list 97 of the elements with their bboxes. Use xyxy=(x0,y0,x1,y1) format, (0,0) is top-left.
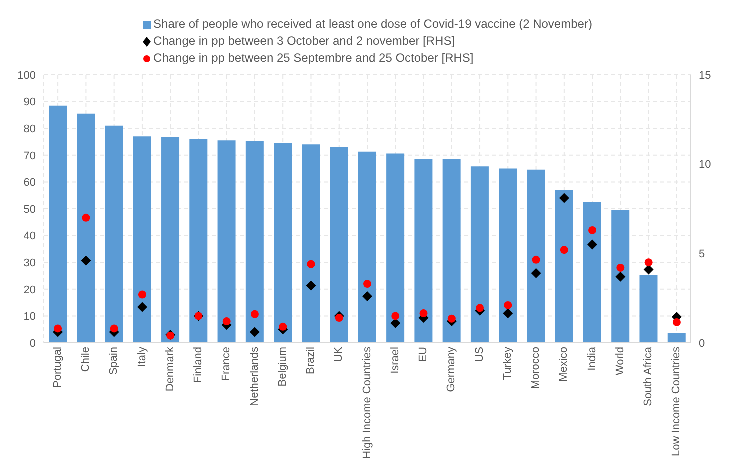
y-tick-label: 0 xyxy=(30,338,36,350)
x-tick-label: US xyxy=(474,347,486,362)
y2-tick-label: 15 xyxy=(699,70,712,82)
point xyxy=(560,246,568,254)
legend-label: Change in pp between 25 Septembre and 25 October [RHS] xyxy=(154,50,474,67)
y-tick-label: 80 xyxy=(24,124,36,136)
x-tick-label: Denmark xyxy=(164,346,176,392)
y-tick-label: 30 xyxy=(24,258,36,270)
point xyxy=(616,264,625,272)
x-tick-label: World xyxy=(614,347,626,376)
bar xyxy=(330,147,348,343)
point xyxy=(137,302,148,312)
point xyxy=(531,268,542,278)
x-tick-label: EU xyxy=(418,346,430,362)
point xyxy=(392,312,400,320)
bar xyxy=(499,168,518,343)
bar xyxy=(77,114,96,343)
x-tick-label: Belgium xyxy=(276,347,289,387)
point xyxy=(110,324,118,333)
point xyxy=(335,314,344,322)
point xyxy=(532,256,540,264)
point xyxy=(82,214,90,222)
point xyxy=(588,240,598,250)
bar xyxy=(527,170,546,343)
bar xyxy=(386,154,405,343)
x-tick-label: Mexico xyxy=(558,347,570,382)
x-tick-label: Germany xyxy=(446,346,458,392)
bar xyxy=(49,106,67,343)
y-tick-label: 20 xyxy=(24,284,36,296)
bar xyxy=(583,202,602,343)
bar xyxy=(190,139,208,343)
x-tick-label: France xyxy=(220,347,233,382)
bar xyxy=(105,126,124,343)
bar xyxy=(358,152,376,343)
y-tick-label: 40 xyxy=(24,230,36,243)
point xyxy=(250,310,259,318)
point xyxy=(476,304,484,312)
bar xyxy=(668,333,686,343)
y-tick-label: 10 xyxy=(24,311,36,324)
point xyxy=(362,292,372,302)
y-tick-label: 60 xyxy=(24,177,36,190)
point xyxy=(644,264,654,275)
x-tick-label: High Income Countries xyxy=(361,346,374,459)
x-tick-label: Turkey xyxy=(502,346,514,380)
bar xyxy=(640,275,658,343)
x-tick-label: India xyxy=(586,346,598,371)
legend-label: Change in pp between 3 October and 2 november [RHS] xyxy=(154,33,456,50)
x-tick-label: Spain xyxy=(108,347,120,376)
bar xyxy=(274,143,292,343)
point xyxy=(616,272,626,282)
x-tick-label: Low Income Countries xyxy=(670,346,683,456)
x-tick-label: UK xyxy=(333,346,346,362)
x-tick-label: Finland xyxy=(192,347,205,384)
legend-label: Share of people who received at least one dose of Covid-19 vaccine (2 November) xyxy=(154,16,592,33)
bar xyxy=(470,166,489,343)
point xyxy=(307,260,316,268)
x-tick-label: Netherlands xyxy=(248,346,261,406)
point xyxy=(250,327,260,338)
point xyxy=(672,318,681,326)
bar xyxy=(162,137,180,343)
x-tick-label: Portugal xyxy=(52,347,64,388)
point xyxy=(559,193,570,204)
y2-tick-label: 0 xyxy=(699,338,706,350)
x-tick-label: Chile xyxy=(80,347,92,372)
y2-tick-label: 10 xyxy=(699,159,712,172)
point xyxy=(588,226,597,234)
point xyxy=(390,318,401,328)
bar xyxy=(555,190,574,343)
point xyxy=(503,308,514,319)
bar xyxy=(414,159,433,343)
y-tick-label: 50 xyxy=(24,204,36,216)
point xyxy=(222,318,231,326)
y-tick-label: 90 xyxy=(24,96,36,109)
point xyxy=(504,301,512,310)
y2-tick-label: 5 xyxy=(699,248,706,261)
y-tick-label: 100 xyxy=(18,70,36,82)
point xyxy=(644,258,653,267)
x-tick-label: Morocco xyxy=(530,347,542,390)
bar xyxy=(133,136,152,343)
point xyxy=(306,280,316,291)
y-tick-label: 70 xyxy=(24,150,36,162)
point xyxy=(364,280,372,288)
point xyxy=(448,314,456,323)
point xyxy=(279,322,288,331)
bar xyxy=(612,210,630,343)
bar xyxy=(218,140,236,343)
x-tick-label: Italy xyxy=(136,346,148,368)
point xyxy=(420,310,428,318)
point xyxy=(81,256,92,266)
x-tick-label: South Africa xyxy=(642,346,655,406)
bar xyxy=(246,141,264,343)
bar xyxy=(302,144,320,343)
bar xyxy=(442,159,461,343)
x-tick-label: Brazil xyxy=(305,347,318,375)
point xyxy=(138,290,146,299)
point xyxy=(54,324,62,333)
x-tick-label: Israel xyxy=(389,347,402,374)
